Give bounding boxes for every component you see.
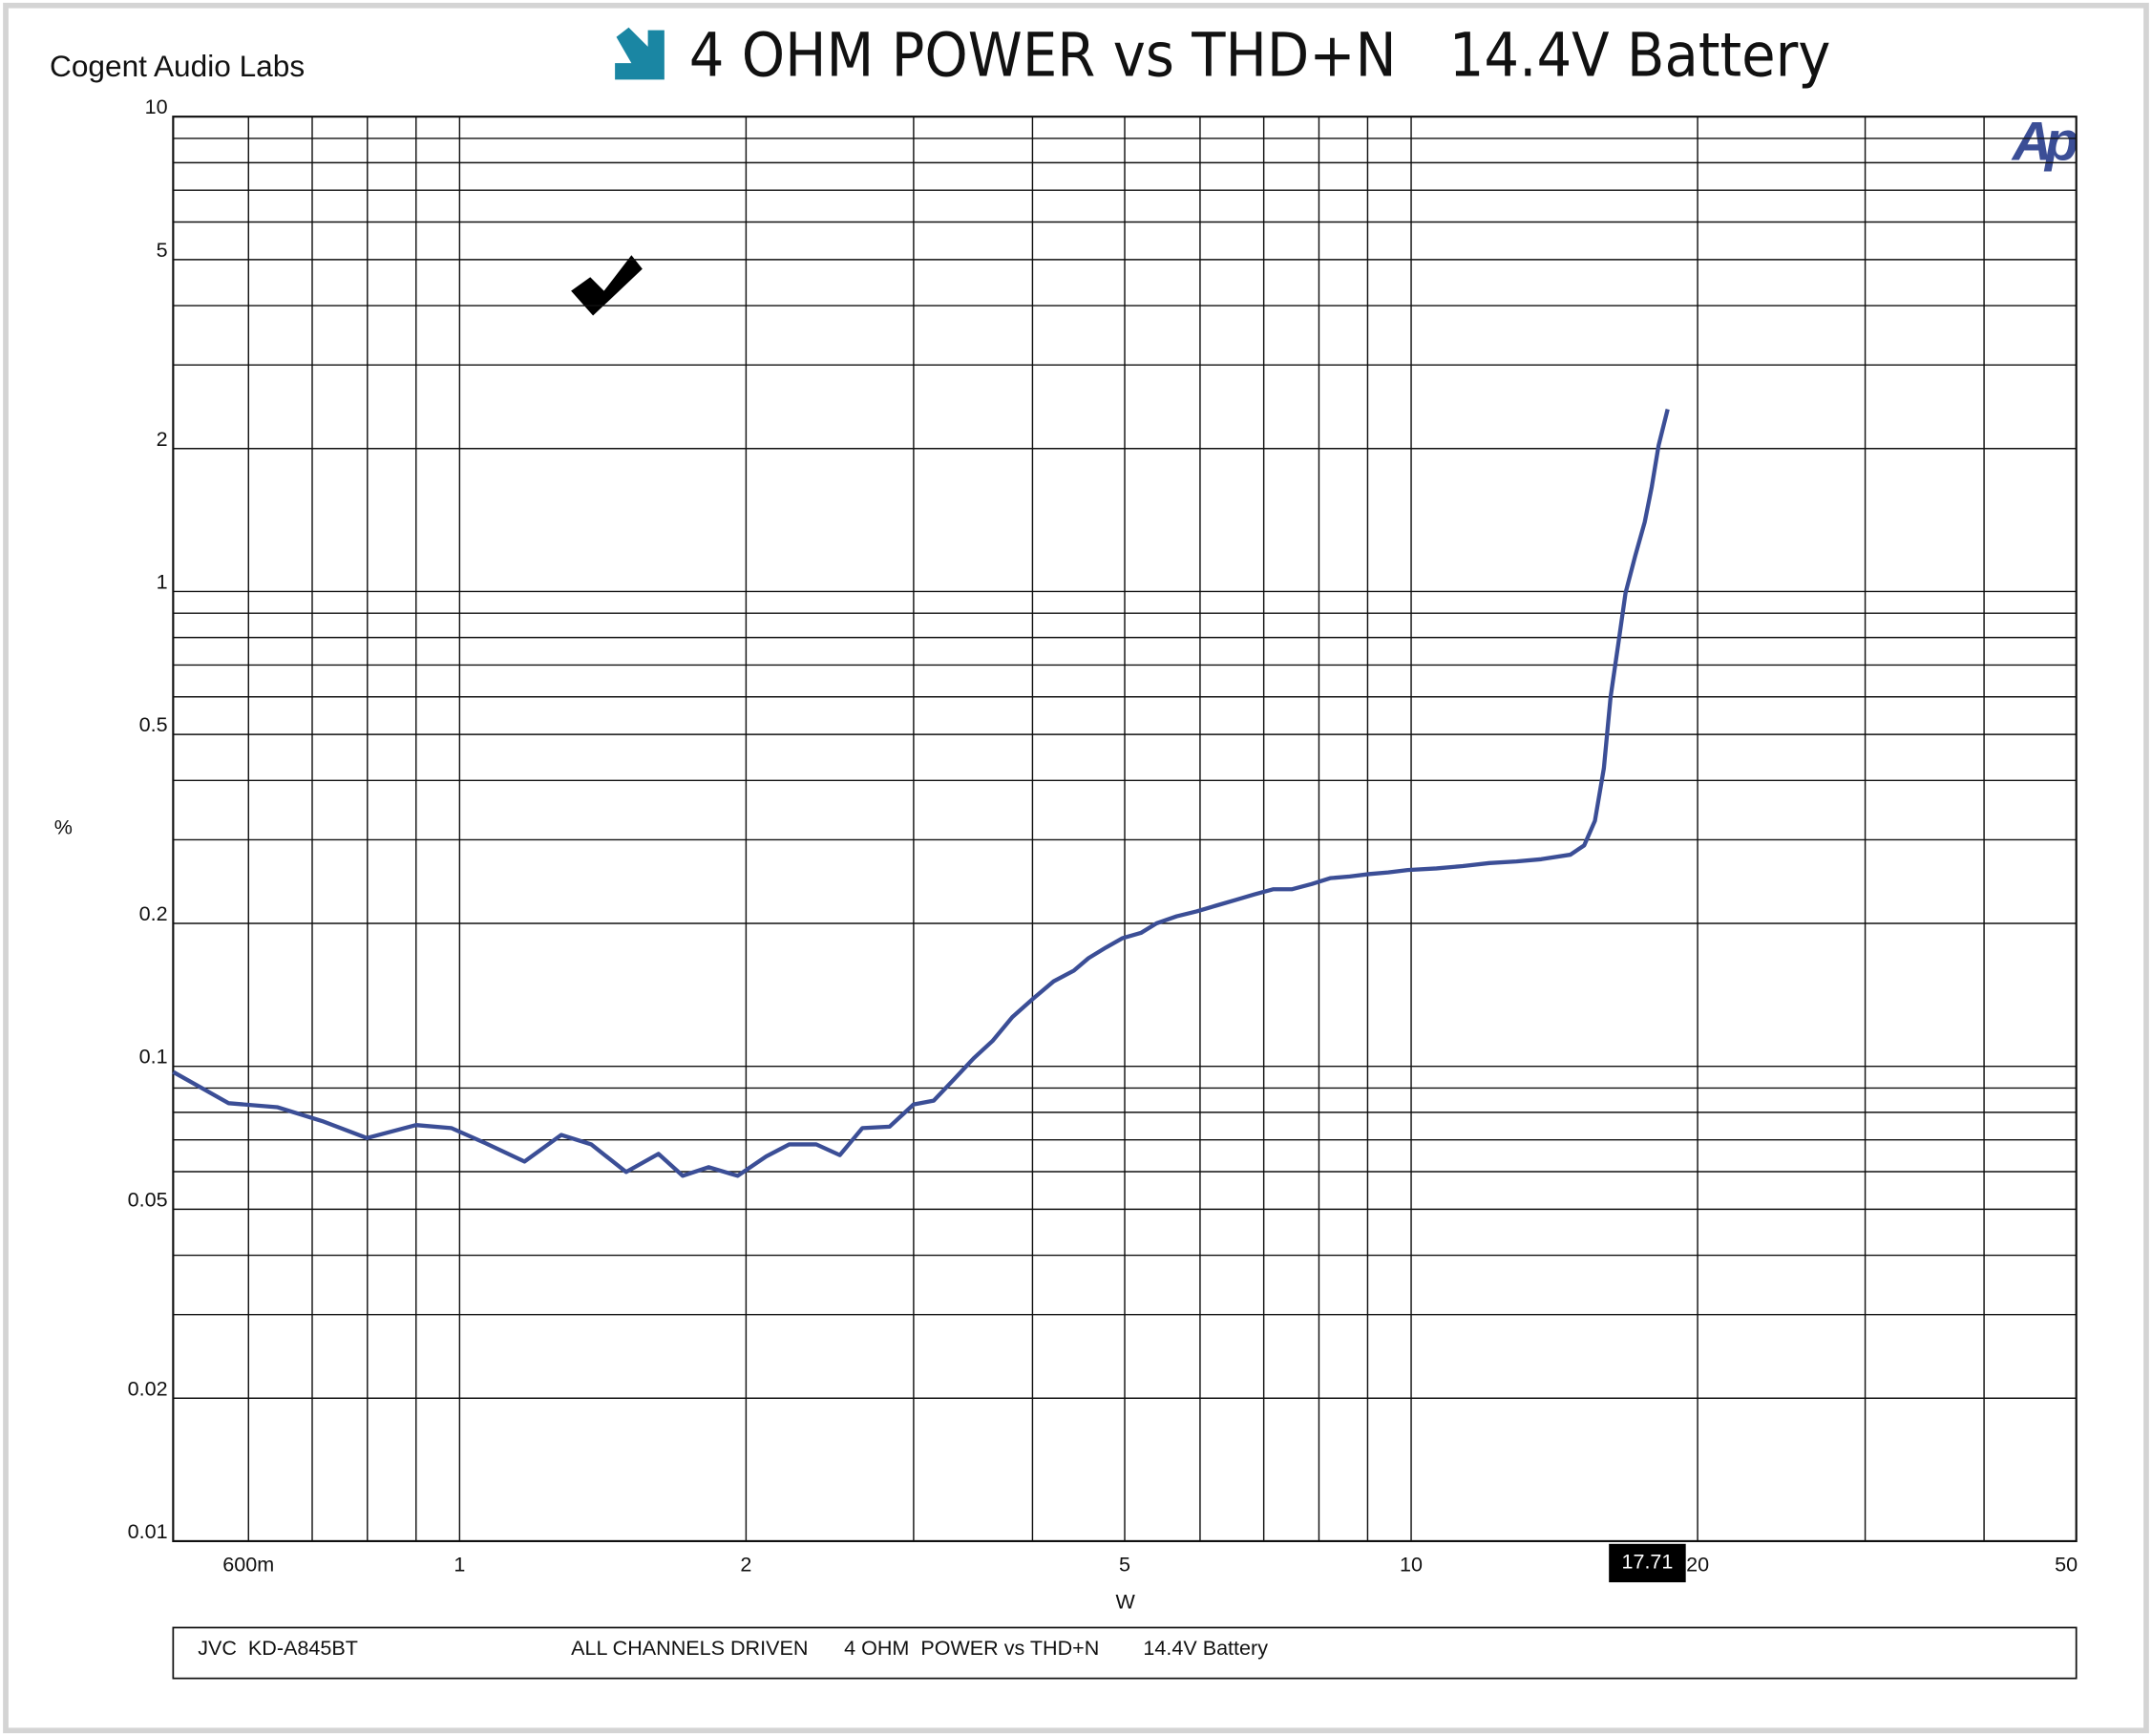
y-tick-label: 0.02 (128, 1376, 168, 1400)
y-axis-label: % (54, 815, 73, 839)
x-tick-label: 10 (1400, 1552, 1423, 1576)
y-tick-label: 0.01 (128, 1519, 168, 1543)
y-tick-label: 5 (157, 238, 168, 262)
data-line (172, 409, 1670, 1178)
title-icon (613, 27, 665, 80)
cursor-marker (1609, 1543, 1686, 1583)
footer-box (172, 1626, 2078, 1680)
x-tick-label: 2 (740, 1552, 751, 1576)
chart-title: 4 OHM POWER vs THD+N 14.4V Battery (689, 19, 1831, 90)
x-tick-label: 50 (2055, 1552, 2078, 1576)
x-tick-label: 5 (1119, 1552, 1130, 1576)
y-tick-label: 0.2 (139, 901, 168, 925)
footer-text: JVC KD-A845BT (198, 1636, 358, 1660)
x-tick-label: 1 (454, 1552, 465, 1576)
cursor-label: 17.71 (1621, 1550, 1673, 1574)
y-tick-label: 0.05 (128, 1187, 168, 1211)
footer-text: 14.4V Battery (1143, 1636, 1268, 1660)
checkmark-icon (571, 255, 643, 316)
y-tick-label: 0.5 (139, 712, 168, 736)
frame (3, 2, 2149, 1734)
x-tick-label: 600m (222, 1552, 274, 1576)
x-tick-label: 20 (1686, 1552, 1709, 1576)
x-axis-label: W (1116, 1589, 1136, 1613)
y-tick-label: 1 (157, 569, 168, 593)
y-tick-label: 10 (145, 95, 168, 118)
y-tick-label: 2 (157, 427, 168, 451)
brand: Cogent Audio Labs (50, 49, 305, 83)
footer-text: 4 OHM POWER vs THD+N (844, 1636, 1099, 1660)
footer-text: ALL CHANNELS DRIVEN (571, 1636, 808, 1660)
y-tick-label: 0.1 (139, 1045, 168, 1069)
